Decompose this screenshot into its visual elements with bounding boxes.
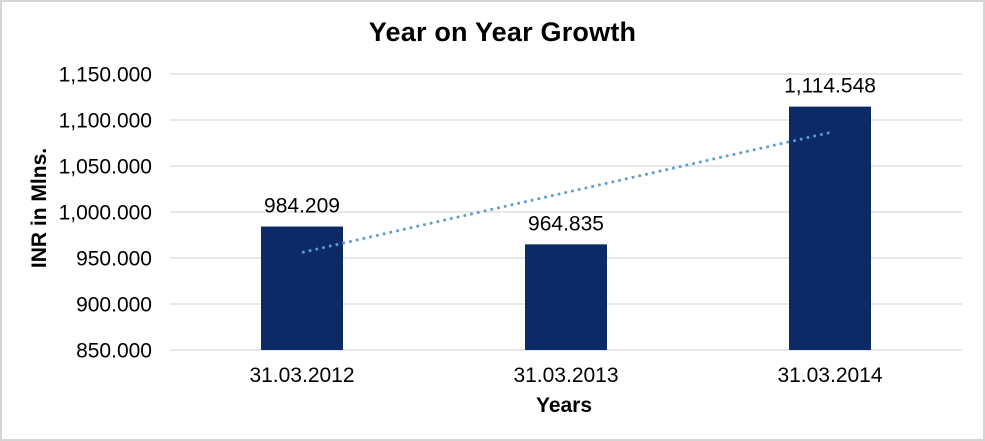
y-tick-label: 1,050.000: [59, 156, 152, 179]
x-tick-label: 31.03.2013: [513, 364, 618, 387]
x-tick-label: 31.03.2012: [249, 364, 354, 387]
y-tick-label: 950.000: [76, 248, 152, 271]
y-tick-label: 1,100.000: [59, 110, 152, 133]
y-tick-label: 1,150.000: [59, 64, 152, 87]
bar-value-label: 1,114.548: [784, 75, 876, 98]
y-tick-label: 850.000: [76, 340, 152, 363]
chart-title: Year on Year Growth: [368, 17, 637, 47]
y-tick-label: 900.000: [76, 294, 152, 317]
bar-value-label: 964.835: [528, 212, 604, 235]
x-tick-label: 31.03.2014: [777, 364, 882, 387]
x-axis-title: Years: [535, 394, 593, 417]
bar-value-label: 984.209: [264, 195, 340, 218]
bar-31.03.2013: [525, 244, 607, 350]
bar-31.03.2014: [789, 106, 871, 350]
trendline: [301, 131, 831, 254]
y-tick-label: 1,000.000: [59, 202, 152, 225]
